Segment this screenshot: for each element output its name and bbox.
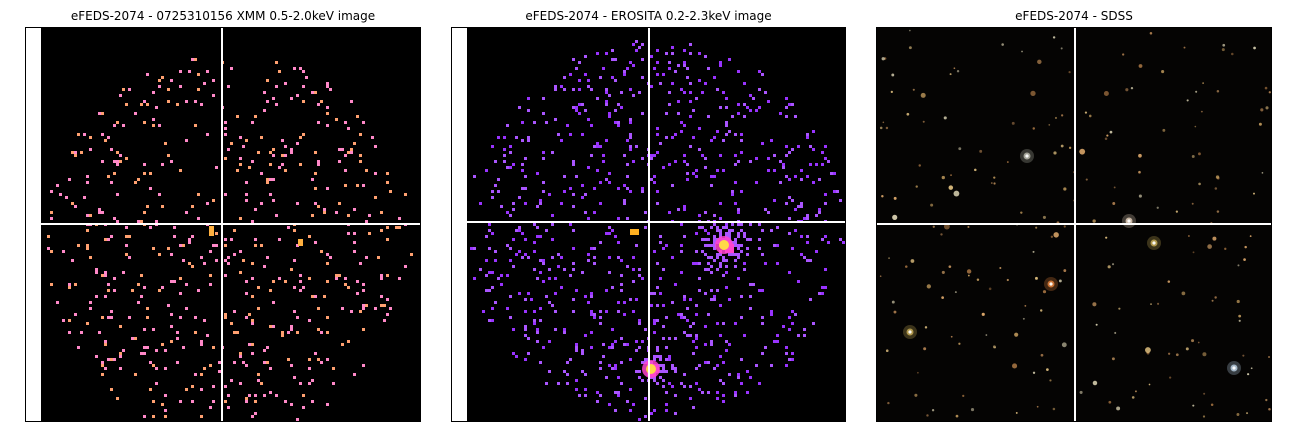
- erosita-crosshair-vertical: [648, 28, 650, 421]
- erosita-panel-title: eFEDS-2074 - EROSITA 0.2-2.3keV image: [525, 9, 772, 23]
- erosita-image-frame: [451, 27, 846, 422]
- xmm-image: [41, 28, 420, 421]
- xmm-image-frame: [25, 27, 421, 422]
- erosita-photon-map: [470, 40, 845, 421]
- sdss-color-image: [879, 29, 1271, 418]
- sdss-image: [877, 28, 1271, 421]
- sdss-image-frame: [876, 27, 1272, 422]
- erosita-crosshair-horizontal: [467, 221, 845, 223]
- xmm-panel-title: eFEDS-2074 - 0725310156 XMM 0.5-2.0keV i…: [70, 9, 376, 23]
- erosita-image: [467, 28, 845, 421]
- sdss-crosshair-vertical: [1074, 28, 1076, 421]
- xmm-crosshair-vertical: [221, 28, 223, 421]
- xmm-crosshair-horizontal: [41, 223, 420, 225]
- sdss-panel-title: eFEDS-2074 - SDSS: [1015, 9, 1133, 23]
